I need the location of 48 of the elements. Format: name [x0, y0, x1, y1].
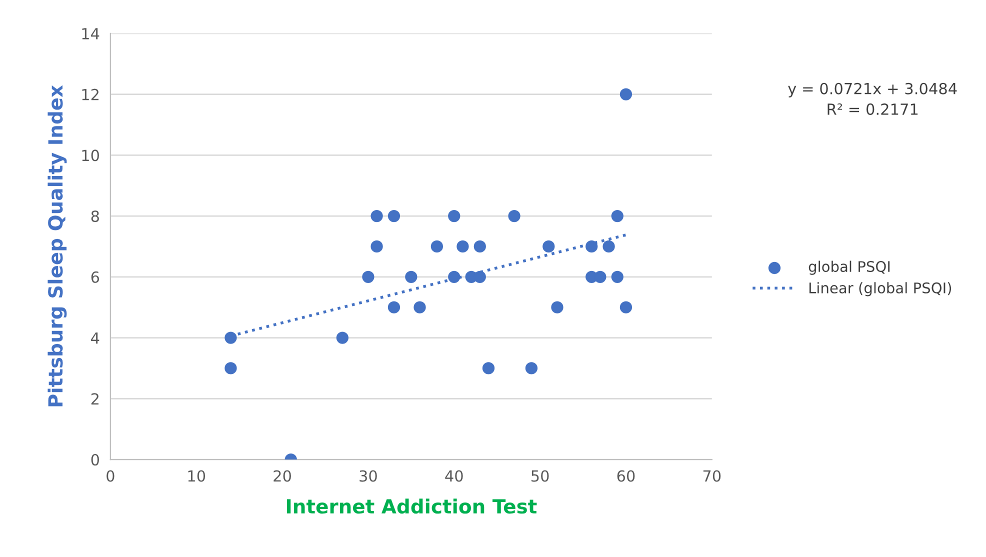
point [370, 210, 383, 222]
point [620, 88, 632, 100]
point [474, 240, 486, 253]
x-tick-label: 60 [617, 470, 635, 482]
y-axis-title: Pittsburg Sleep Quality Index [48, 85, 67, 406]
y-tick-label: 14 [82, 28, 100, 40]
point [414, 301, 426, 314]
point [448, 270, 460, 283]
x-tick-label: 50 [532, 470, 549, 482]
x-tick-label: 30 [360, 470, 377, 482]
y-tick-label: 2 [91, 393, 98, 404]
x-tick-label: 20 [274, 470, 291, 482]
x-tick-label: 70 [703, 470, 721, 482]
y-tick-label: 6 [91, 271, 100, 283]
point [224, 332, 237, 344]
point [362, 270, 374, 283]
point [482, 362, 495, 374]
point [388, 210, 400, 222]
x-axis-title: Internet Addiction Test [286, 498, 537, 514]
y-tick-label: 4 [91, 332, 100, 344]
y-tick-label: 12 [82, 88, 98, 100]
legend-label: Linear (global PSQI) [809, 282, 952, 296]
point [370, 240, 383, 253]
point [586, 240, 598, 253]
x-tick-label: 40 [445, 470, 463, 482]
x-tick-label: 10 [188, 470, 206, 482]
point [224, 362, 237, 374]
point [611, 270, 624, 283]
point [388, 301, 400, 314]
point [602, 240, 615, 253]
point [430, 240, 444, 253]
point [551, 301, 564, 314]
x-tick-label: 0 [106, 470, 114, 482]
point [456, 240, 469, 253]
point [448, 210, 460, 222]
point [525, 362, 538, 374]
point [336, 332, 348, 344]
point [594, 270, 606, 283]
point [405, 270, 418, 283]
point [508, 210, 520, 222]
y-tick-label: 8 [91, 210, 99, 222]
point [611, 210, 624, 222]
point [620, 301, 632, 314]
text: y = 0.0721x + 3.0484 R² = 0.2171 [788, 82, 957, 115]
legend-label: global PSQI [808, 260, 890, 275]
y-tick-label: 10 [82, 150, 99, 162]
y-tick-label: 0 [91, 454, 99, 466]
point [542, 240, 555, 253]
